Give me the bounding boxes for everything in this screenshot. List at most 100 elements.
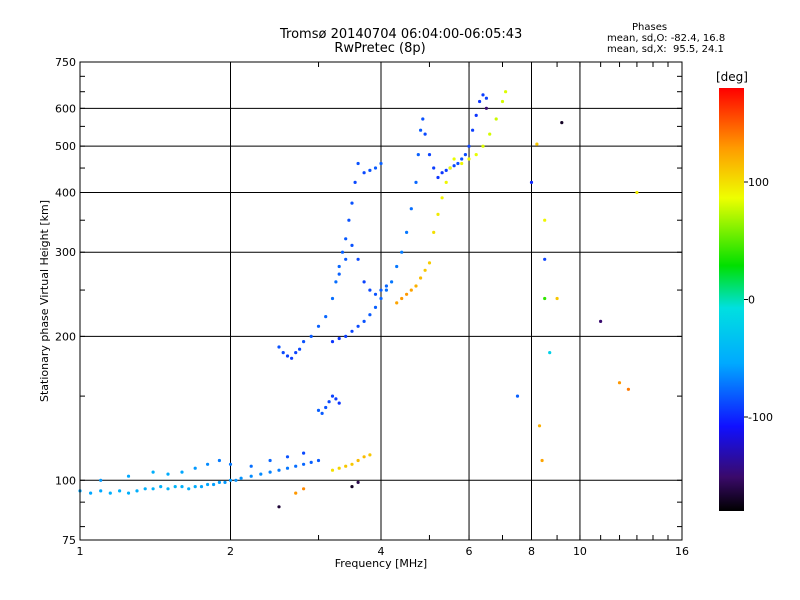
x-axis-title: Frequency [MHz] bbox=[335, 557, 427, 570]
data-point bbox=[324, 315, 328, 319]
data-point bbox=[277, 468, 281, 472]
y-tick-label: 750 bbox=[55, 56, 76, 69]
data-point bbox=[478, 99, 482, 104]
data-point bbox=[334, 397, 338, 401]
scatter-points bbox=[78, 90, 639, 509]
data-point bbox=[452, 164, 456, 168]
data-point bbox=[316, 408, 321, 412]
data-point bbox=[327, 400, 331, 404]
data-point bbox=[173, 485, 177, 489]
data-point bbox=[320, 411, 324, 415]
data-point bbox=[330, 394, 335, 398]
data-point bbox=[206, 462, 210, 466]
data-point bbox=[302, 340, 306, 344]
data-point bbox=[635, 190, 639, 195]
data-point bbox=[344, 464, 348, 468]
data-point bbox=[277, 505, 281, 509]
data-point bbox=[409, 288, 413, 292]
phases-heading: Phases bbox=[632, 22, 668, 33]
data-point bbox=[228, 462, 233, 466]
data-point bbox=[617, 381, 622, 385]
data-point bbox=[285, 455, 290, 459]
data-point bbox=[294, 491, 298, 495]
x-tick-label: 2 bbox=[227, 545, 234, 558]
data-point bbox=[99, 478, 103, 482]
data-point bbox=[294, 351, 298, 355]
chart-subtitle: RwPretec (8p) bbox=[334, 41, 426, 56]
data-point bbox=[350, 329, 354, 333]
data-point bbox=[302, 487, 306, 491]
y-tick-label: 400 bbox=[55, 186, 76, 199]
data-point bbox=[384, 288, 388, 292]
y-tick-label: 100 bbox=[55, 474, 76, 487]
data-point bbox=[368, 313, 372, 317]
data-point bbox=[239, 476, 243, 480]
data-point bbox=[285, 466, 290, 470]
data-point bbox=[223, 480, 227, 484]
data-point bbox=[543, 296, 547, 301]
data-point bbox=[368, 453, 372, 457]
data-point bbox=[384, 284, 388, 288]
data-point bbox=[99, 489, 103, 493]
data-point bbox=[362, 455, 366, 459]
data-point bbox=[626, 387, 631, 391]
data-point bbox=[423, 132, 427, 136]
data-point bbox=[504, 90, 508, 94]
data-point bbox=[350, 243, 354, 247]
data-point bbox=[436, 212, 440, 216]
data-point bbox=[444, 180, 448, 184]
data-point bbox=[379, 296, 383, 301]
data-point bbox=[277, 345, 281, 349]
data-point bbox=[347, 218, 351, 222]
data-point bbox=[228, 478, 233, 482]
data-point bbox=[427, 261, 432, 265]
data-point bbox=[373, 166, 378, 170]
data-point bbox=[409, 207, 413, 211]
data-point bbox=[118, 489, 122, 493]
data-point bbox=[395, 264, 399, 269]
data-point bbox=[330, 468, 335, 472]
data-point bbox=[309, 460, 313, 464]
data-point bbox=[126, 491, 131, 495]
data-point bbox=[390, 280, 394, 284]
y-tick-label: 200 bbox=[55, 330, 76, 343]
data-point bbox=[259, 472, 263, 476]
data-point bbox=[460, 161, 464, 166]
data-point bbox=[467, 157, 471, 161]
data-point bbox=[330, 296, 335, 301]
data-point bbox=[405, 292, 409, 296]
data-point bbox=[373, 305, 378, 309]
grid-lines bbox=[80, 62, 682, 540]
data-point bbox=[350, 485, 354, 489]
data-point bbox=[350, 201, 354, 205]
data-point bbox=[337, 401, 341, 405]
y-tick-label: 75 bbox=[62, 534, 76, 547]
data-point bbox=[432, 230, 436, 234]
data-point bbox=[419, 276, 423, 280]
phases-stat-o: mean, sd,O: -82.4, 16.8 bbox=[607, 33, 726, 44]
data-point bbox=[405, 230, 409, 234]
data-point bbox=[159, 485, 163, 489]
data-point bbox=[400, 296, 404, 301]
data-point bbox=[281, 351, 285, 355]
chart-title: Tromsø 20140704 06:04:00-06:05:43 bbox=[280, 27, 523, 42]
data-point bbox=[474, 113, 478, 117]
data-point bbox=[362, 319, 366, 323]
colorbar-unit-label: [deg] bbox=[716, 70, 748, 84]
data-point bbox=[548, 351, 552, 355]
x-tick-label: 10 bbox=[573, 545, 587, 558]
data-point bbox=[488, 132, 492, 136]
data-point bbox=[362, 280, 366, 284]
data-point bbox=[316, 324, 321, 328]
data-point bbox=[206, 482, 210, 487]
data-point bbox=[316, 458, 321, 463]
x-tick-label: 16 bbox=[675, 545, 689, 558]
data-point bbox=[356, 161, 360, 166]
data-point bbox=[543, 257, 547, 261]
y-axis-ticks: 75 100 200 300 400 500 600 750 bbox=[55, 56, 682, 547]
data-point bbox=[463, 153, 467, 157]
x-tick-label: 8 bbox=[528, 545, 535, 558]
data-point bbox=[151, 470, 155, 474]
data-point bbox=[456, 161, 460, 166]
